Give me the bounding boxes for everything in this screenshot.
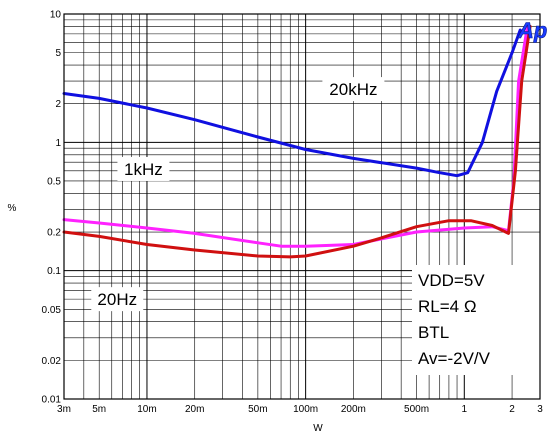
- annotation-label: 20Hz: [97, 290, 137, 309]
- condition-label: BTL: [418, 323, 449, 342]
- y-tick-label: 1: [55, 138, 61, 149]
- y-tick-label: 2: [55, 99, 61, 110]
- x-tick-label: 3: [537, 404, 543, 415]
- tick-labels: 3m 5m 10m 20m 50m 100m 200m 500m 1 2 3 0.01 0.02 0.05…: [42, 10, 544, 416]
- y-tick-label: 0.5: [47, 176, 61, 187]
- conditions-box: [412, 265, 540, 375]
- ap-logo: Ap: [517, 18, 547, 43]
- x-tick-label: 100m: [293, 404, 318, 415]
- condition-label: RL=4 Ω: [418, 297, 477, 316]
- y-tick-label: 0.02: [42, 356, 62, 367]
- x-tick-label: 50m: [248, 404, 267, 415]
- annotation-label: 1kHz: [124, 160, 163, 179]
- series-lines: [62, 24, 532, 259]
- series-line-20khz: [62, 28, 522, 178]
- annotation-label: 20kHz: [329, 80, 377, 99]
- y-tick-label: 10: [50, 10, 62, 21]
- y-tick-label: 5: [55, 48, 61, 59]
- annotations: 20kHz 1kHz 20Hz VDD=5V RL=4 Ω BTL Av=-2V/V: [91, 77, 540, 375]
- annotation-box: [117, 156, 170, 181]
- annotation-box: [322, 77, 385, 102]
- annotation-box: [91, 287, 144, 312]
- x-axis-label: W: [313, 423, 323, 434]
- x-tick-label: 200m: [341, 404, 366, 415]
- x-tick-label: 20m: [185, 404, 204, 415]
- x-tick-label: 5m: [92, 404, 106, 415]
- y-tick-label: 0.2: [47, 228, 61, 239]
- x-tick-label: 1: [462, 404, 468, 415]
- series-line-20hz: [62, 24, 532, 259]
- plot-frame: [63, 13, 541, 400]
- y-tick-label: 0.01: [42, 395, 62, 406]
- condition-label: VDD=5V: [418, 271, 485, 290]
- y-tick-label: 0.05: [42, 305, 62, 316]
- x-tick-label: 2: [509, 404, 515, 415]
- y-axis-label: %: [8, 203, 17, 214]
- y-tick-label: 0.1: [47, 266, 61, 277]
- x-tick-label: 3m: [57, 404, 71, 415]
- condition-label: Av=-2V/V: [418, 349, 491, 368]
- x-tick-label: 10m: [137, 404, 156, 415]
- x-tick-label: 500m: [404, 404, 429, 415]
